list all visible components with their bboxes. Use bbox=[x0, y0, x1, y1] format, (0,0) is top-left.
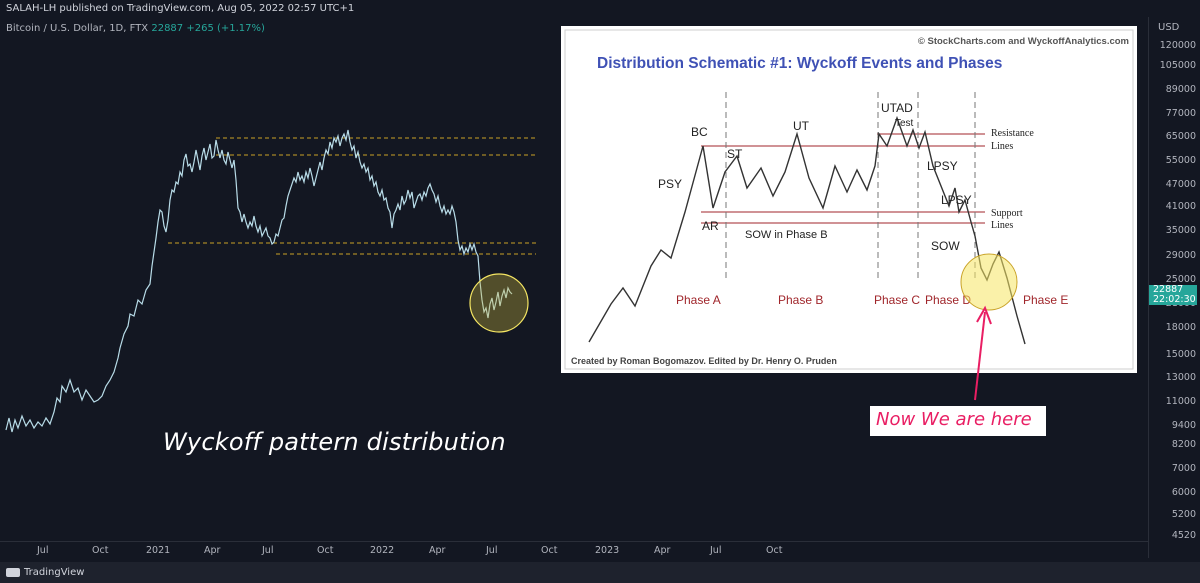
label-ut: UT bbox=[793, 119, 810, 133]
schematic-drawing: © StockCharts.com and WyckoffAnalytics.c… bbox=[564, 29, 1134, 370]
x-tick: Jul bbox=[710, 545, 722, 556]
last-price: 22887 bbox=[151, 23, 184, 34]
x-tick: Jul bbox=[37, 545, 49, 556]
publisher-info: SALAH-LH published on TradingView.com, A… bbox=[6, 3, 355, 14]
label-psy: PSY bbox=[658, 177, 682, 191]
x-tick: Oct bbox=[766, 545, 783, 556]
phase-a: Phase A bbox=[676, 293, 721, 307]
x-tick: 2022 bbox=[370, 545, 395, 556]
price-tag-value: 22887 bbox=[1153, 284, 1184, 295]
footer-bar: TradingView bbox=[0, 562, 1200, 583]
price-chart[interactable] bbox=[0, 17, 1148, 541]
y-tick: 41000 bbox=[1165, 201, 1196, 212]
price-axis[interactable] bbox=[1148, 17, 1200, 558]
label-support: Support bbox=[991, 208, 1023, 219]
y-tick: 29000 bbox=[1165, 250, 1196, 261]
label-resistance: Resistance bbox=[991, 128, 1034, 139]
schematic-credit: © StockCharts.com and WyckoffAnalytics.c… bbox=[918, 36, 1129, 47]
y-tick: 47000 bbox=[1165, 179, 1196, 190]
last-price-tag: 22887 22:02:30 bbox=[1149, 285, 1197, 305]
x-tick: 2023 bbox=[595, 545, 620, 556]
currency-label: USD bbox=[1158, 22, 1180, 33]
y-tick: 55000 bbox=[1165, 155, 1196, 166]
label-utad: UTAD bbox=[881, 101, 913, 115]
y-tick: 18000 bbox=[1165, 322, 1196, 333]
current-zone-highlight bbox=[469, 273, 529, 333]
y-tick: 7000 bbox=[1171, 463, 1196, 474]
label-lpsy-1: LPSY bbox=[927, 159, 958, 173]
y-tick: 105000 bbox=[1159, 60, 1196, 71]
x-tick: Apr bbox=[204, 545, 221, 556]
phase-b: Phase B bbox=[778, 293, 823, 307]
x-tick: Oct bbox=[92, 545, 109, 556]
y-tick: 77000 bbox=[1165, 108, 1196, 119]
label-ar: AR bbox=[702, 219, 719, 233]
symbol-name: Bitcoin / U.S. Dollar, 1D, FTX bbox=[6, 23, 149, 34]
x-tick: Apr bbox=[654, 545, 671, 556]
y-tick: 13000 bbox=[1165, 372, 1196, 383]
label-lpsy-2: LPSY bbox=[941, 193, 972, 207]
schematic-footer: Created by Roman Bogomazov. Edited by Dr… bbox=[571, 356, 837, 366]
y-tick: 8200 bbox=[1171, 439, 1196, 450]
price-tag-time: 22:02:30 bbox=[1153, 294, 1196, 305]
y-tick: 4520 bbox=[1171, 530, 1196, 541]
schematic-highlight bbox=[960, 253, 1018, 311]
y-tick: 9400 bbox=[1171, 420, 1196, 431]
time-axis[interactable] bbox=[0, 541, 1148, 559]
label-sow-b: SOW in Phase B bbox=[745, 229, 828, 241]
y-tick: 35000 bbox=[1165, 225, 1196, 236]
pattern-caption: Wyckoff pattern distribution bbox=[163, 428, 506, 456]
tradingview-logo-icon bbox=[6, 567, 20, 577]
x-tick: Jul bbox=[486, 545, 498, 556]
annotation-text: Now We are here bbox=[876, 409, 1032, 430]
x-tick: Oct bbox=[541, 545, 558, 556]
schematic-title: Distribution Schematic #1: Wyckoff Event… bbox=[597, 55, 1002, 72]
phase-d: Phase D bbox=[925, 293, 971, 307]
x-tick: Oct bbox=[317, 545, 334, 556]
label-bc: BC bbox=[691, 125, 708, 139]
label-sow: SOW bbox=[931, 239, 960, 253]
tradingview-logo[interactable]: TradingView bbox=[6, 567, 84, 578]
btc-price-line bbox=[5, 129, 513, 433]
symbol-legend[interactable]: Bitcoin / U.S. Dollar, 1D, FTX 22887 +26… bbox=[6, 23, 265, 34]
x-tick: 2021 bbox=[146, 545, 171, 556]
y-tick: 25000 bbox=[1165, 274, 1196, 285]
y-tick: 120000 bbox=[1159, 40, 1196, 51]
phase-c: Phase C bbox=[874, 293, 920, 307]
y-tick: 15000 bbox=[1165, 349, 1196, 360]
label-resistance-lines: Lines bbox=[991, 141, 1013, 152]
y-tick: 89000 bbox=[1165, 84, 1196, 95]
x-tick: Jul bbox=[262, 545, 274, 556]
phase-e: Phase E bbox=[1023, 293, 1068, 307]
label-st: ST bbox=[727, 147, 743, 161]
y-tick: 6000 bbox=[1171, 487, 1196, 498]
label-support-lines: Lines bbox=[991, 220, 1013, 231]
price-change: +265 (+1.17%) bbox=[186, 23, 265, 34]
y-tick: 65000 bbox=[1165, 131, 1196, 142]
pointer-arrow bbox=[974, 305, 992, 401]
y-tick: 5200 bbox=[1171, 509, 1196, 520]
top-bar: SALAH-LH published on TradingView.com, A… bbox=[0, 0, 1200, 17]
label-test: Test bbox=[895, 118, 914, 129]
y-tick: 11000 bbox=[1165, 396, 1196, 407]
brand-text: TradingView bbox=[24, 567, 85, 578]
annotation-box: Now We are here bbox=[870, 406, 1046, 436]
wyckoff-schematic: © StockCharts.com and WyckoffAnalytics.c… bbox=[561, 26, 1137, 373]
x-tick: Apr bbox=[429, 545, 446, 556]
